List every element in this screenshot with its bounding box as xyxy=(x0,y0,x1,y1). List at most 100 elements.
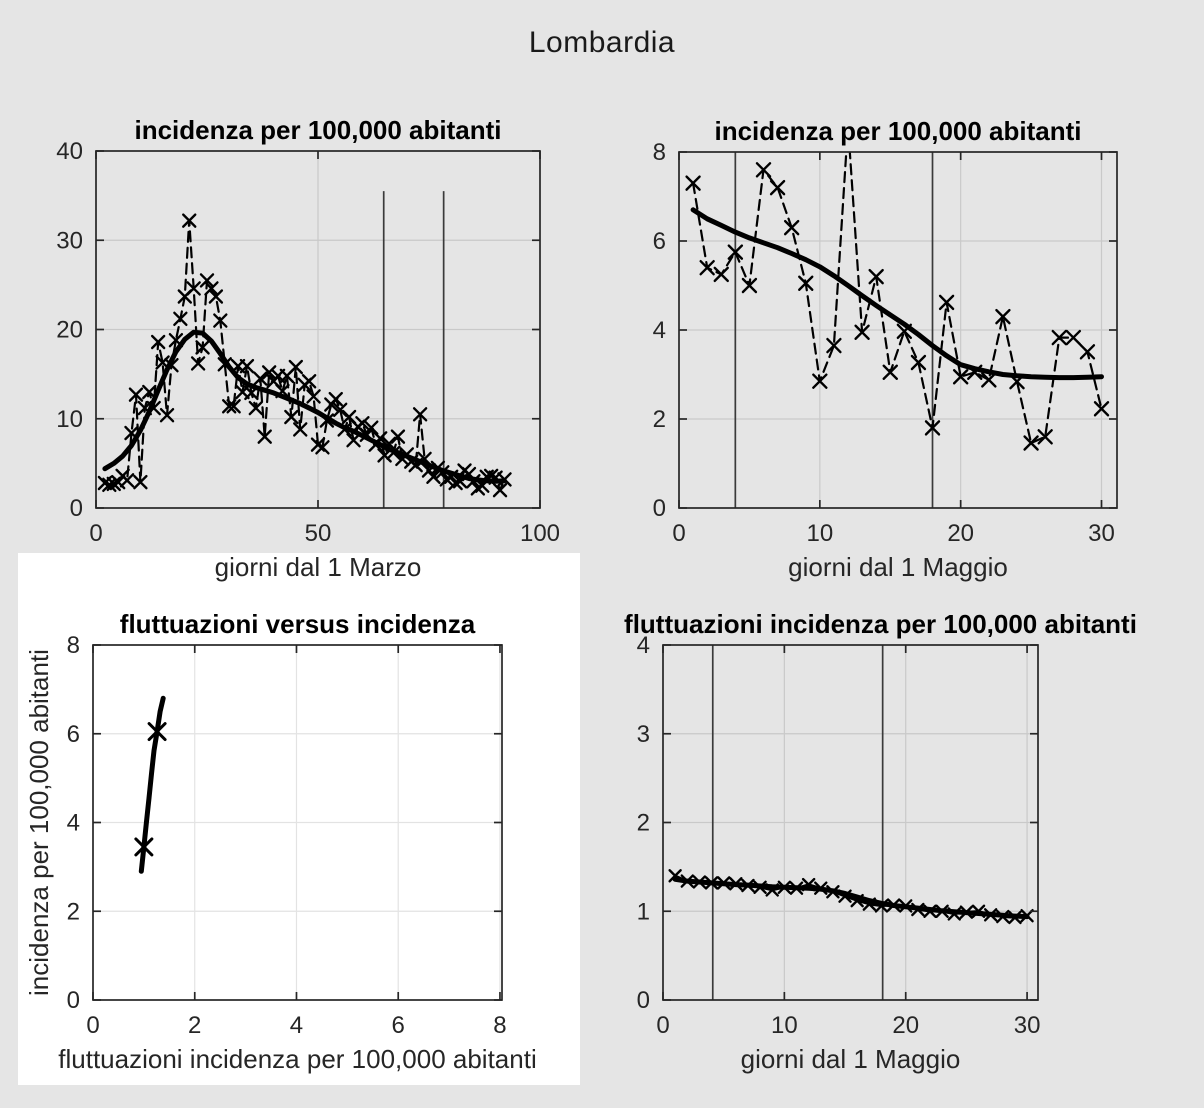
x-tick-label: 0 xyxy=(672,520,685,547)
x-tick-label: 30 xyxy=(1088,520,1115,547)
x-axis-label: giorni dal 1 Marzo xyxy=(215,552,422,582)
x-tick-label: 4 xyxy=(290,1012,303,1039)
x-marker xyxy=(155,355,170,370)
y-tick-label: 10 xyxy=(56,406,83,433)
series-markers-dati-giornalieri xyxy=(685,162,1110,451)
x-marker xyxy=(359,427,375,443)
chart-fluttuazioni_vs_incidenza: 0 2 4 6 8 0 2 4 6 8 fluttuazioni versus incidenza f… xyxy=(24,609,537,1074)
x-marker xyxy=(952,369,969,385)
x-marker xyxy=(741,277,758,294)
x-marker xyxy=(226,399,241,414)
chart-title: fluttuazioni incidenza per 100,000 abita… xyxy=(624,609,1137,639)
x-marker xyxy=(1037,429,1053,445)
x-marker xyxy=(119,473,135,488)
series-line-curva-levigata xyxy=(102,329,507,484)
x-marker xyxy=(248,400,264,416)
x-marker xyxy=(253,371,268,386)
x-tick-label: 0 xyxy=(656,1012,669,1039)
y-tick-label: 0 xyxy=(653,495,666,522)
figure-title: Lombardia xyxy=(528,26,676,59)
x-tick-label: 8 xyxy=(493,1012,506,1039)
series-markers-punti-misurati xyxy=(134,722,167,857)
x-marker xyxy=(938,294,955,311)
x-tick-label: 0 xyxy=(86,1012,99,1039)
x-marker xyxy=(390,429,406,444)
y-tick-label: 6 xyxy=(653,228,666,255)
x-marker xyxy=(924,420,941,436)
y-tick-label: 2 xyxy=(653,406,666,433)
y-axis-label: incidenza per 100,000 abitanti xyxy=(24,649,54,996)
x-marker xyxy=(239,358,255,374)
y-tick-label: 3 xyxy=(637,721,650,748)
x-marker xyxy=(142,384,157,400)
x-marker xyxy=(315,440,330,455)
x-marker xyxy=(301,374,317,389)
chart-marzo_incidenza: 0 50 100 0 10 20 30 40 incidenza per 100,000 abi… xyxy=(56,115,560,582)
y-tick-label: 8 xyxy=(67,632,80,659)
x-marker xyxy=(133,474,148,490)
x-tick-label: 10 xyxy=(771,1012,798,1039)
x-marker xyxy=(995,308,1011,325)
x-marker xyxy=(1051,329,1067,346)
x-marker xyxy=(128,387,144,402)
y-tick-label: 0 xyxy=(70,495,83,522)
x-marker xyxy=(868,268,884,285)
series-line-curva-levigata xyxy=(690,207,1104,381)
x-marker xyxy=(355,416,370,431)
x-marker xyxy=(168,333,184,348)
y-tick-label: 2 xyxy=(67,898,80,925)
x-marker xyxy=(199,273,215,288)
y-tick-label: 30 xyxy=(56,227,83,254)
x-marker xyxy=(668,869,682,883)
x-marker xyxy=(492,482,508,498)
x-marker xyxy=(110,474,126,490)
x-marker xyxy=(1023,435,1039,451)
x-marker xyxy=(213,313,228,328)
x-tick-label: 6 xyxy=(392,1012,405,1039)
series-line-relazione-fluttuazioni-incidenza xyxy=(138,695,166,874)
x-marker xyxy=(208,289,224,304)
x-marker xyxy=(102,477,117,492)
x-marker xyxy=(204,281,219,296)
x-marker xyxy=(448,475,463,491)
x-marker xyxy=(826,337,842,354)
x-marker xyxy=(699,260,715,276)
x-marker xyxy=(257,429,272,444)
x-marker xyxy=(124,425,139,441)
x-marker xyxy=(150,334,166,350)
x-marker xyxy=(412,407,428,422)
y-tick-label: 0 xyxy=(637,987,650,1014)
x-marker xyxy=(1093,401,1110,417)
series-line-dati-giornalieri xyxy=(691,152,1103,445)
x-marker xyxy=(293,422,308,437)
y-tick-label: 0 xyxy=(67,987,80,1014)
x-marker xyxy=(346,432,361,448)
x-tick-label: 20 xyxy=(892,1012,919,1039)
x-marker xyxy=(798,275,814,291)
y-tick-label: 4 xyxy=(653,317,666,344)
x-tick-label: 10 xyxy=(806,520,833,547)
x-axis-label: giorni dal 1 Maggio xyxy=(741,1044,961,1074)
y-tick-label: 4 xyxy=(67,810,80,837)
x-marker xyxy=(1065,329,1082,346)
y-tick-label: 20 xyxy=(56,317,83,344)
x-marker xyxy=(310,437,326,452)
x-marker xyxy=(186,281,201,296)
x-marker xyxy=(134,837,154,857)
x-marker xyxy=(854,324,870,340)
x-marker xyxy=(306,389,321,404)
x-axis-label: giorni dal 1 Maggio xyxy=(788,552,1008,582)
x-marker xyxy=(981,372,997,388)
x-marker xyxy=(328,391,343,407)
x-marker xyxy=(713,266,729,283)
x-marker xyxy=(182,213,197,228)
y-tick-label: 4 xyxy=(637,632,650,659)
chart-maggio_incidenza: 0 10 20 30 0 2 4 6 8 incidenza per 100,000 abitan… xyxy=(653,116,1118,582)
chart-title: incidenza per 100,000 abitanti xyxy=(134,115,501,145)
x-marker xyxy=(426,469,441,484)
x-marker xyxy=(882,364,898,380)
x-axis-label: fluttuazioni incidenza per 100,000 abita… xyxy=(58,1044,536,1074)
